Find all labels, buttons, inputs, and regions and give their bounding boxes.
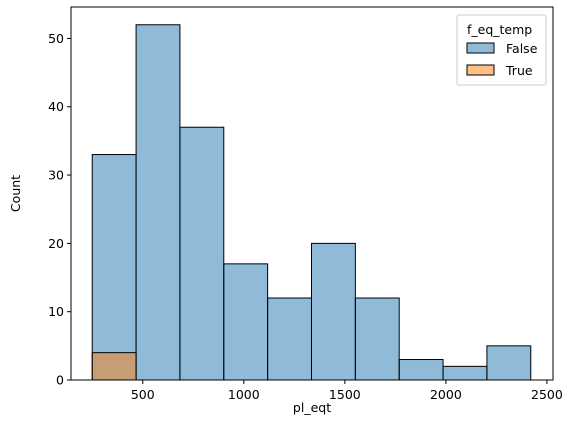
bar-false-1 <box>135 24 181 381</box>
bar-true-0 <box>91 352 137 381</box>
bar-false-8 <box>442 365 488 381</box>
x-axis-label: pl_eqt <box>293 400 331 415</box>
y-tick-label-0: 0 <box>56 373 64 388</box>
series-true-bars <box>91 352 137 381</box>
y-tick-label-10: 10 <box>48 304 64 319</box>
legend-swatch-true <box>466 64 495 76</box>
bar-false-0 <box>91 154 137 381</box>
y-tick-label-20: 20 <box>48 236 64 251</box>
y-tick-label-50: 50 <box>48 31 64 46</box>
legend: f_eq_temp False True <box>456 14 547 86</box>
bar-false-6 <box>354 297 400 381</box>
x-tick-label-500: 500 <box>131 387 155 402</box>
y-axis-ticks: 0 10 20 30 40 50 <box>48 31 71 388</box>
x-tick-label-2000: 2000 <box>430 387 462 402</box>
x-tick-label-2500: 2500 <box>531 387 563 402</box>
series-false-bars <box>91 24 532 381</box>
bar-false-4 <box>267 297 312 381</box>
plot-frame <box>70 6 554 381</box>
x-tick-label-1500: 1500 <box>329 387 361 402</box>
x-tick-label-1000: 1000 <box>228 387 260 402</box>
y-tick-label-30: 30 <box>48 168 64 183</box>
legend-label-true: True <box>505 63 533 78</box>
x-axis-ticks: 500 1000 1500 2000 2500 <box>131 380 563 402</box>
bar-false-9 <box>486 345 532 381</box>
legend-swatch-false <box>466 42 495 54</box>
bar-false-2 <box>179 126 225 381</box>
bar-false-3 <box>223 263 269 381</box>
legend-title: f_eq_temp <box>467 22 532 37</box>
bar-false-5 <box>310 242 356 381</box>
bar-false-7 <box>398 359 444 381</box>
legend-label-false: False <box>506 41 538 56</box>
y-axis-label: Count <box>8 175 23 212</box>
y-tick-label-40: 40 <box>48 99 64 114</box>
